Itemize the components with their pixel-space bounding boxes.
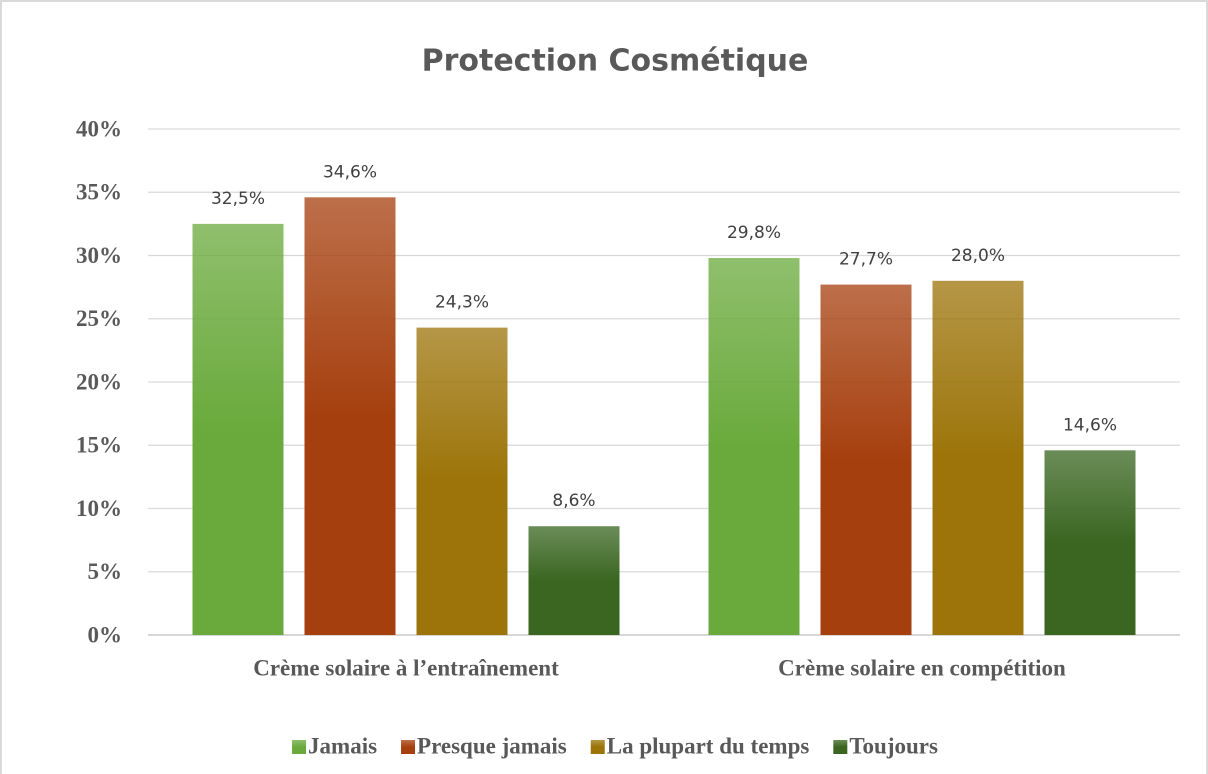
bar xyxy=(820,284,912,635)
bar xyxy=(708,258,800,635)
x-tick-label: Crème solaire en compétition xyxy=(778,655,1066,680)
data-label: 14,6% xyxy=(1063,415,1117,435)
y-tick-label: 40% xyxy=(76,116,122,141)
y-tick-label: 35% xyxy=(76,180,122,205)
legend-label: Jamais xyxy=(308,733,377,758)
bar xyxy=(1044,450,1136,635)
data-label: 34,6% xyxy=(323,162,377,182)
data-label: 32,5% xyxy=(211,189,265,209)
data-label: 29,8% xyxy=(727,223,781,243)
y-tick-label: 0% xyxy=(88,622,123,647)
legend-swatch xyxy=(292,740,307,754)
bar xyxy=(932,280,1024,635)
data-label: 27,7% xyxy=(839,250,893,270)
bar xyxy=(528,526,620,635)
y-tick-label: 20% xyxy=(76,369,122,394)
legend-swatch xyxy=(401,740,416,754)
legend-swatch xyxy=(590,740,605,754)
legend-swatch xyxy=(833,740,848,754)
y-tick-label: 5% xyxy=(88,559,123,584)
y-tick-label: 30% xyxy=(76,243,122,268)
legend-label: La plupart du temps xyxy=(607,733,810,758)
data-label: 24,3% xyxy=(435,293,489,313)
x-tick-label: Crème solaire à l’entraînement xyxy=(253,655,559,680)
data-label: 28,0% xyxy=(951,246,1005,266)
data-label: 8,6% xyxy=(552,491,595,511)
y-tick-label: 15% xyxy=(76,433,122,458)
y-tick-label: 10% xyxy=(76,496,122,521)
legend-label: Toujours xyxy=(849,733,938,758)
y-tick-label: 25% xyxy=(76,306,122,331)
bar xyxy=(416,327,508,635)
legend-label: Presque jamais xyxy=(417,733,567,758)
bar xyxy=(304,197,396,635)
chart-title: Protection Cosmétique xyxy=(422,44,809,79)
bar xyxy=(192,223,284,635)
